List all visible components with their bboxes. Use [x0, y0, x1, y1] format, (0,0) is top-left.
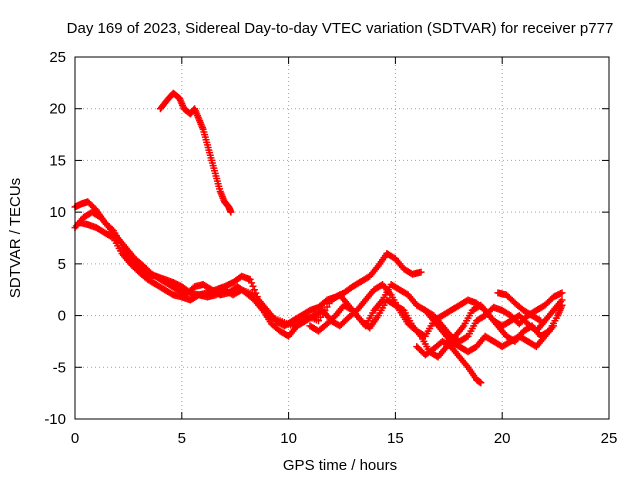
series-arc5: [413, 337, 485, 387]
data-point: [227, 208, 235, 216]
data-point: [246, 275, 254, 283]
y-tick-label: 20: [49, 101, 66, 118]
plot-frame: [74, 56, 610, 420]
grid: [75, 57, 609, 419]
data-point: [417, 268, 425, 276]
data-point: [249, 282, 257, 290]
data-point: [558, 289, 566, 297]
x-tick-label: 20: [494, 430, 511, 447]
series-arc6: [421, 306, 557, 356]
axis-ticks: 0 5 10 15 20 25 -10 -5 0 5 10 15 20 25: [44, 49, 617, 447]
x-tick-label: 5: [178, 430, 186, 447]
y-tick-label: 25: [49, 49, 66, 66]
series-arc8: [494, 289, 545, 325]
y-tick-label: 5: [58, 256, 66, 273]
chart-title: Day 169 of 2023, Sidereal Day-to-day VTE…: [67, 20, 614, 37]
data-point: [558, 301, 566, 309]
x-axis-label: GPS time / hours: [283, 457, 397, 474]
data-point: [477, 379, 485, 387]
x-tick-label: 10: [280, 430, 297, 447]
y-tick-label: -5: [53, 359, 66, 376]
data-point: [248, 279, 256, 287]
y-tick-label: 10: [49, 204, 66, 221]
x-tick-label: 25: [601, 430, 618, 447]
x-tick-label: 15: [387, 430, 404, 447]
y-tick-label: 15: [49, 152, 66, 169]
data-point: [537, 317, 545, 325]
y-axis-label: SDTVAR / TECUs: [7, 178, 24, 298]
data-marks: [71, 89, 566, 387]
y-tick-label: 0: [58, 308, 66, 325]
data-point: [549, 322, 557, 330]
data-point: [535, 316, 543, 324]
series-arc7: [156, 89, 235, 216]
series-arc4: [306, 296, 566, 361]
x-tick-label: 0: [71, 430, 79, 447]
y-tick-label: -10: [44, 411, 66, 428]
